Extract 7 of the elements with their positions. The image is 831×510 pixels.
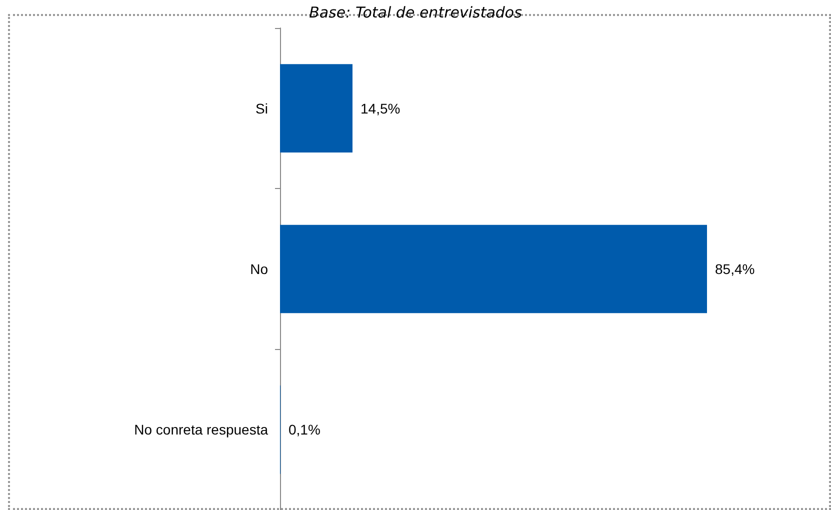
y-tick-label: No conreta respuesta (134, 422, 268, 438)
chart-title: Base: Total de entrevistados (309, 4, 522, 22)
data-label: 14,5% (360, 100, 400, 116)
data-label: 0,1% (288, 422, 320, 438)
data-label: 85,4% (715, 261, 755, 277)
y-tick-label: No (250, 261, 268, 277)
y-tick-label: Si (256, 100, 268, 116)
